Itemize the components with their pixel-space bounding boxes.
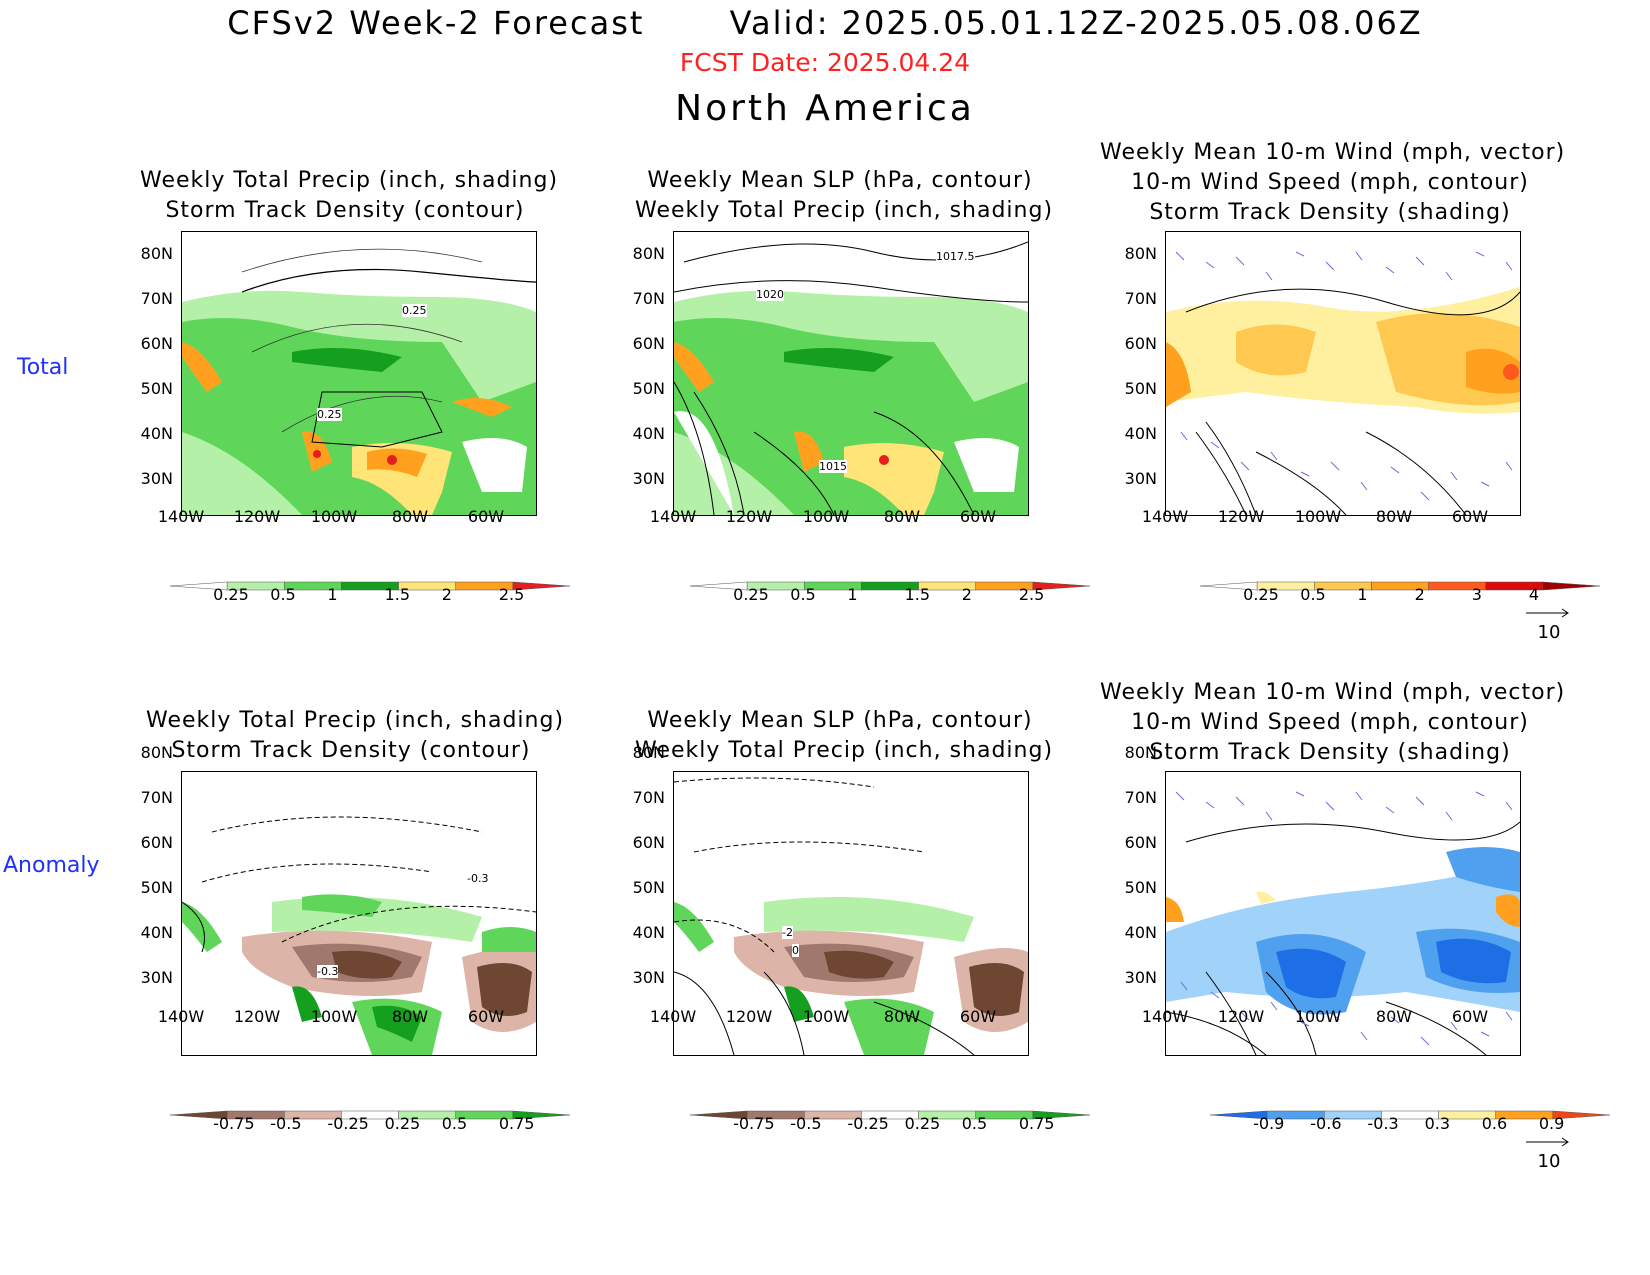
colorbar-label: 0.25	[384, 1114, 421, 1133]
contour-label: -0.3	[317, 965, 339, 978]
colorbar-label: 0.5	[1300, 585, 1326, 604]
colorbar-label: 0.5	[961, 1114, 988, 1133]
colorbar-label: -0.5	[270, 1114, 302, 1133]
colorbar-label: 0.75	[1018, 1114, 1055, 1133]
map-anomaly-wind	[1165, 771, 1521, 1056]
colorbar-label: 2	[1414, 585, 1425, 604]
colorbar-label: -0.25	[327, 1114, 369, 1133]
colorbar-label: -0.6	[1310, 1114, 1342, 1133]
panel6-title: Weekly Mean 10-m Wind (mph, vector) 10-m…	[1100, 680, 1566, 765]
contour-label: 1015	[819, 460, 847, 473]
colorbar-label: -0.75	[213, 1114, 255, 1133]
row-label-total: Total	[17, 355, 69, 380]
colorbar-label: 2.5	[498, 585, 525, 604]
colorbar-label: 0.5	[270, 585, 296, 604]
panel5-title: Weekly Mean SLP (hPa, contour) Weekly To…	[635, 708, 1054, 763]
panel2-title: Weekly Mean SLP (hPa, contour) Weekly To…	[635, 168, 1054, 223]
colorbar-precip-anom-2: -0.75 -0.5 -0.25 0.25 0.5 0.75	[689, 1104, 1091, 1133]
colorbar-label: 0.3	[1424, 1114, 1451, 1133]
map-total-wind	[1165, 231, 1521, 516]
colorbar-label: 0.25	[733, 585, 769, 604]
colorbar-label: 0.6	[1481, 1114, 1508, 1133]
figure-title: CFSv2 Week-2 Forecast Valid: 2025.05.01.…	[227, 4, 1423, 42]
colorbar-storm-total: 0.25 0.5 1 2 3 4	[1199, 575, 1601, 604]
colorbar-swatch	[512, 581, 571, 591]
contour-label: 1017.5	[936, 250, 975, 263]
panel3-title: Weekly Mean 10-m Wind (mph, vector) 10-m…	[1100, 140, 1566, 225]
map-total-slp: 1017.5 1020 1015	[673, 231, 1029, 516]
colorbar-label: 1	[847, 585, 858, 604]
colorbar-label: 1.5	[904, 585, 931, 604]
colorbar-label: 1	[1357, 585, 1368, 604]
colorbar-label: 0.5	[441, 1114, 468, 1133]
vector-reference: 10	[1524, 1137, 1574, 1172]
contour-label: 0.25	[317, 408, 342, 421]
colorbar-precip-anom-1: -0.75 -0.5 -0.25 0.25 0.5 0.75	[169, 1104, 571, 1133]
colorbar-label: 0.25	[213, 585, 249, 604]
vector-reference: 10	[1524, 608, 1574, 643]
colorbar-swatch	[1542, 581, 1601, 591]
panel4-title: Weekly Total Precip (inch, shading) Stor…	[146, 708, 565, 763]
map-anomaly-slp: -2 0	[673, 771, 1029, 1056]
colorbar-label: 0.25	[1243, 585, 1279, 604]
contour-label: -0.3	[467, 872, 489, 885]
colorbar-label: -0.9	[1253, 1114, 1285, 1133]
colorbar-storm-anom: -0.9 -0.6 -0.3 0.3 0.6 0.9	[1209, 1104, 1611, 1133]
colorbar-label: 1.5	[384, 585, 411, 604]
colorbar-label: -0.75	[733, 1114, 775, 1133]
colorbar-precip-total-1: 0.25 0.5 1 1.5 2 2.5	[169, 575, 571, 604]
colorbar-swatch	[1032, 581, 1091, 591]
colorbar-label: 0.75	[498, 1114, 535, 1133]
colorbar-label: 2.5	[1018, 585, 1045, 604]
map-total-precip: 0.25 0.25	[181, 231, 537, 516]
contour-label: 1020	[756, 288, 784, 301]
colorbar-label: 0.9	[1538, 1114, 1565, 1133]
colorbar-precip-total-2: 0.25 0.5 1 1.5 2 2.5	[689, 575, 1091, 604]
contour-label: -2	[782, 926, 793, 939]
colorbar-label: 0.5	[790, 585, 816, 604]
contour-label: 0.25	[402, 304, 427, 317]
colorbar-label: 3	[1471, 585, 1482, 604]
colorbar-label: -0.5	[790, 1114, 822, 1133]
row-label-anomaly: Anomaly	[3, 853, 100, 878]
colorbar-swatch	[512, 1110, 571, 1120]
colorbar-swatch	[1032, 1110, 1091, 1120]
colorbar-label: -0.25	[847, 1114, 889, 1133]
colorbar-label: 4	[1528, 585, 1540, 604]
region-title: North America	[675, 88, 975, 129]
colorbar-label: 2	[441, 585, 452, 604]
map-anomaly-precip: -0.3 -0.3	[181, 771, 537, 1056]
colorbar-label: 1	[327, 585, 338, 604]
forecast-date: FCST Date: 2025.04.24	[679, 48, 971, 77]
panel1-title: Weekly Total Precip (inch, shading) Stor…	[140, 168, 559, 223]
colorbar-label: -0.3	[1367, 1114, 1399, 1133]
colorbar-label: 0.25	[904, 1114, 941, 1133]
contour-label: 0	[792, 944, 799, 957]
colorbar-swatch	[1552, 1110, 1611, 1120]
colorbar-label: 2	[961, 585, 972, 604]
